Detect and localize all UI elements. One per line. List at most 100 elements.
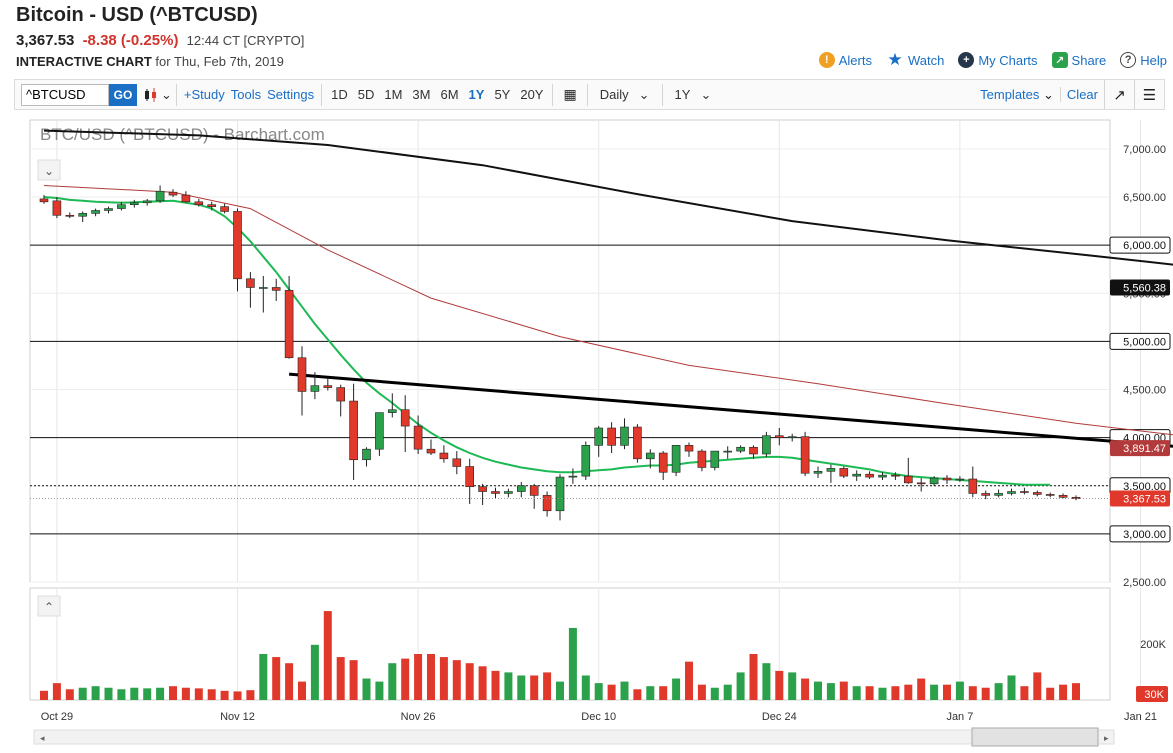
volume-bar xyxy=(904,684,913,700)
volume-bar xyxy=(517,675,526,700)
candle-body xyxy=(968,478,978,494)
alerts-link[interactable]: ! Alerts xyxy=(818,52,872,68)
chevron-down-icon: ⌄ xyxy=(1043,86,1054,102)
volume-bar xyxy=(594,683,603,700)
x-tick-label: Dec 10 xyxy=(581,711,616,723)
clear-button[interactable]: Clear xyxy=(1059,87,1104,102)
candle-body xyxy=(542,495,552,512)
candle-body xyxy=(671,445,681,473)
share-link[interactable]: ↗ Share xyxy=(1051,52,1106,68)
candle-body xyxy=(297,357,307,392)
x-tick-label: Jan 7 xyxy=(946,711,973,723)
chart-area[interactable]: Oct 29 Nov 12 Nov 26 Dec 10 Dec 24 Jan 7 Jan 2… xyxy=(14,116,1173,753)
volume-bar xyxy=(568,627,577,700)
calendar-icon[interactable]: ▦ xyxy=(563,86,577,102)
candle-body xyxy=(168,191,178,196)
price-flag-label: 5,560.38 xyxy=(1123,282,1166,294)
candle-body xyxy=(852,473,861,477)
subtitle-bold: INTERACTIVE CHART xyxy=(16,54,152,69)
expand-icon[interactable]: ↗ xyxy=(1104,80,1134,109)
go-button[interactable]: GO xyxy=(109,83,137,106)
range-3m[interactable]: 3M xyxy=(412,87,431,102)
volume-bar xyxy=(349,660,358,700)
volume-bar xyxy=(414,654,423,700)
candle-body xyxy=(78,213,87,217)
candle-body xyxy=(710,450,720,468)
share-icon: ↗ xyxy=(1051,52,1068,68)
quote-time: 12:44 CT [CRYPTO] xyxy=(186,33,305,48)
range-5y[interactable]: 5Y xyxy=(494,87,511,102)
interval-dropdown[interactable]: Daily ⌄ xyxy=(592,87,658,103)
volume-bar xyxy=(104,687,113,700)
volume-bar xyxy=(530,675,539,700)
volume-bar xyxy=(65,689,74,700)
candle-body xyxy=(246,278,255,288)
alert-icon: ! xyxy=(818,52,835,68)
candle-body xyxy=(762,435,771,455)
volume-bar xyxy=(388,663,397,700)
candle-body xyxy=(1033,492,1042,495)
my-charts-link[interactable]: + My Charts xyxy=(958,52,1038,68)
chevron-down-icon: ⌄ xyxy=(44,164,54,178)
volume-bar xyxy=(878,687,887,700)
volume-bar xyxy=(272,657,281,700)
candle-body xyxy=(813,471,823,474)
range-20y[interactable]: 20Y xyxy=(520,87,544,102)
period-dropdown[interactable]: 1Y ⌄ xyxy=(667,87,720,103)
candle-body xyxy=(826,468,836,472)
my-charts-label: My Charts xyxy=(978,52,1038,68)
volume-bar xyxy=(401,658,410,700)
study-button[interactable]: +Study xyxy=(183,87,225,102)
volume-bar xyxy=(633,689,642,700)
price-line: 3,367.53 -8.38 (-0.25%) 12:44 CT [CRYPTO… xyxy=(16,32,304,49)
candle-body xyxy=(336,387,345,402)
volume-bar xyxy=(491,670,500,700)
tools-button[interactable]: Tools xyxy=(230,87,262,102)
volume-bar xyxy=(762,663,771,700)
candle-body xyxy=(955,478,965,481)
volume-bar xyxy=(801,678,810,700)
toolbar-divider xyxy=(586,83,588,106)
level-label: 3,500.00 xyxy=(1123,481,1166,493)
price-change: -8.38 (-0.25%) xyxy=(82,32,179,49)
candle-body xyxy=(259,287,268,289)
sma-200-line xyxy=(43,129,1173,266)
range-6m[interactable]: 6M xyxy=(440,87,459,102)
candle-body xyxy=(220,206,229,212)
chart-type-dropdown[interactable]: ⌄ xyxy=(143,87,172,103)
range-1y[interactable]: 1Y xyxy=(468,87,485,102)
volume-bar xyxy=(749,654,758,700)
candle-body xyxy=(749,446,758,455)
volume-flag-box xyxy=(1136,686,1168,702)
chart-subtitle: INTERACTIVE CHART for Thu, Feb 7th, 2019 xyxy=(16,54,284,69)
volume-bar xyxy=(775,670,784,700)
candle-body xyxy=(194,201,204,205)
timeline-scrollbar xyxy=(33,729,1115,745)
candle-body xyxy=(594,427,603,446)
menu-icon[interactable]: ☰ xyxy=(1134,80,1164,109)
price-flag-box xyxy=(1110,490,1170,507)
alerts-label: Alerts xyxy=(838,52,872,68)
volume-bar xyxy=(246,690,255,700)
range-1m[interactable]: 1M xyxy=(384,87,403,102)
settings-button[interactable]: Settings xyxy=(267,87,315,102)
help-link[interactable]: ? Help xyxy=(1120,52,1167,68)
templates-dropdown[interactable]: Templates ⌄ xyxy=(974,87,1060,103)
level-label: 3,000.00 xyxy=(1123,529,1166,541)
chevron-down-icon: ⌄ xyxy=(638,86,650,102)
watch-link[interactable]: ★ Watch xyxy=(886,50,944,69)
range-5d[interactable]: 5D xyxy=(357,87,375,102)
range-1d[interactable]: 1D xyxy=(331,87,348,102)
candle-body xyxy=(181,194,191,203)
candle-body xyxy=(736,446,745,452)
symbol-input[interactable] xyxy=(21,83,109,106)
collapse-button-bg xyxy=(37,159,61,181)
volume-bar xyxy=(981,687,990,700)
volume-bar xyxy=(1020,686,1029,700)
candlestick-chart[interactable]: Oct 29 Nov 12 Nov 26 Dec 10 Dec 24 Jan 7 Jan 2… xyxy=(14,116,1173,753)
toolbar-divider xyxy=(552,83,554,106)
volume-bar xyxy=(285,663,294,700)
volume-bar xyxy=(710,687,719,700)
volume-bar xyxy=(1007,675,1016,700)
candle-body xyxy=(684,445,694,452)
